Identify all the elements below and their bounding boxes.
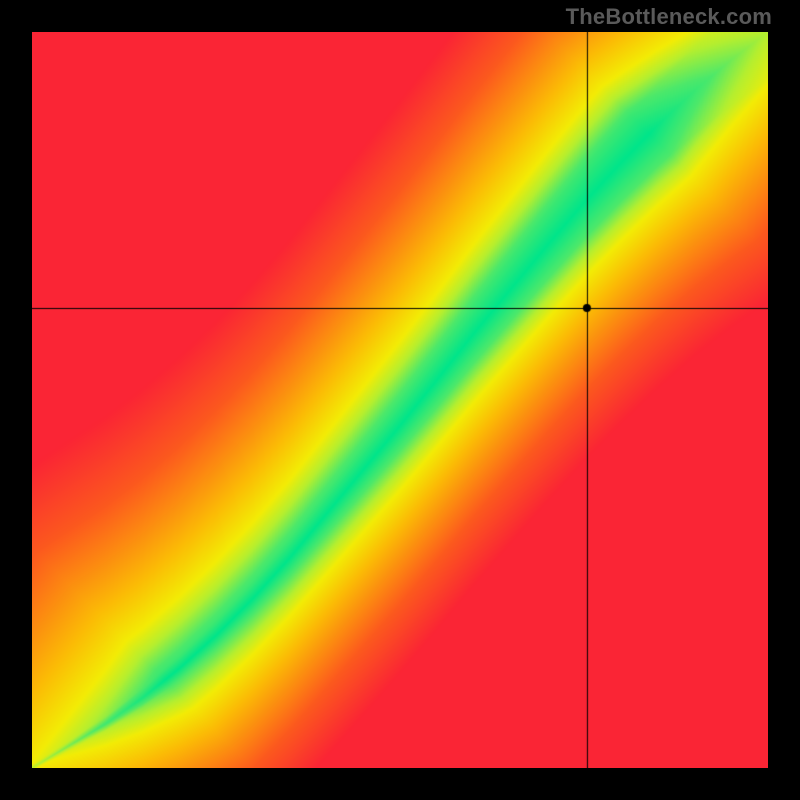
chart-frame: TheBottleneck.com [0, 0, 800, 800]
heatmap-plot [32, 32, 768, 768]
watermark-text: TheBottleneck.com [566, 4, 772, 30]
heatmap-canvas [32, 32, 768, 768]
